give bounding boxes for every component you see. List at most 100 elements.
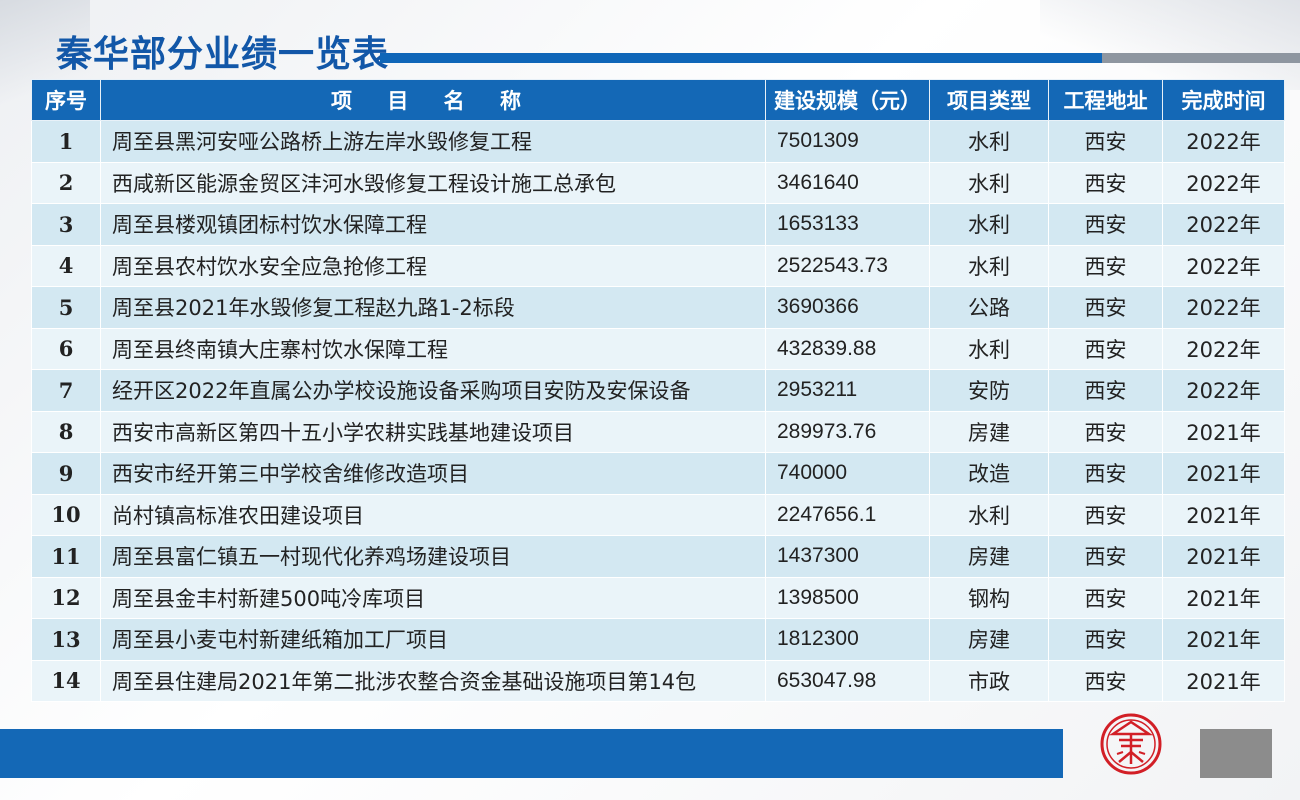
cell-name: 周至县黑河安哑公路桥上游左岸水毁修复工程 — [100, 120, 766, 163]
title-underline-gray-segment — [1102, 53, 1300, 63]
footer-gray-block — [1200, 729, 1272, 778]
cell-type: 房建 — [929, 535, 1049, 578]
header-name-label: 项 目 名 称 — [331, 89, 535, 113]
cell-location: 西安 — [1048, 120, 1163, 163]
title-underline-bar — [380, 53, 1102, 63]
cell-year: 2022年 — [1162, 286, 1285, 329]
cell-location: 西安 — [1048, 327, 1163, 370]
background-decoration-right — [1040, 0, 1300, 90]
cell-seq: 10 — [31, 493, 101, 536]
cell-seq: 12 — [31, 576, 101, 619]
table-row: 2 西咸新区能源金贸区沣河水毁修复工程设计施工总承包 3461640 水利 西安 2022… — [31, 161, 1285, 204]
cell-seq: 8 — [31, 410, 101, 453]
page-title: 秦华部分业绩一览表 — [56, 34, 390, 75]
cell-year: 2021年 — [1162, 410, 1285, 453]
cell-amount: 432839.88 — [765, 327, 930, 370]
table-row: 10 尚村镇高标准农田建设项目 2247656.1 水利 西安 2021年 — [31, 493, 1285, 536]
cell-name: 周至县楼观镇团标村饮水保障工程 — [100, 203, 766, 246]
qinhua-seal-icon — [1100, 713, 1162, 775]
cell-location: 西安 — [1048, 161, 1163, 204]
footer-blue-bar — [0, 729, 1063, 778]
cell-location: 西安 — [1048, 410, 1163, 453]
cell-year: 2021年 — [1162, 576, 1285, 619]
cell-seq: 7 — [31, 369, 101, 412]
cell-seq: 6 — [31, 327, 101, 370]
cell-name: 西安市经开第三中学校舍维修改造项目 — [100, 452, 766, 495]
header-location: 工程地址 — [1048, 79, 1163, 121]
cell-name: 周至县农村饮水安全应急抢修工程 — [100, 244, 766, 287]
cell-name: 周至县2021年水毁修复工程赵九路1-2标段 — [100, 286, 766, 329]
performance-table: 序号 项 目 名 称 建设规模（元） 项目类型 工程地址 完成时间 1 周至县黑河… — [31, 79, 1285, 702]
cell-year: 2021年 — [1162, 535, 1285, 578]
cell-year: 2021年 — [1162, 493, 1285, 536]
cell-type: 水利 — [929, 120, 1049, 163]
header-type: 项目类型 — [929, 79, 1049, 121]
cell-amount: 653047.98 — [765, 659, 930, 702]
header-name: 项 目 名 称 — [100, 79, 766, 121]
cell-seq: 1 — [31, 120, 101, 163]
cell-type: 改造 — [929, 452, 1049, 495]
cell-amount: 3690366 — [765, 286, 930, 329]
cell-type: 钢构 — [929, 576, 1049, 619]
cell-type: 水利 — [929, 161, 1049, 204]
table-row: 3 周至县楼观镇团标村饮水保障工程 1653133 水利 西安 2022年 — [31, 203, 1285, 246]
cell-location: 西安 — [1048, 452, 1163, 495]
cell-name: 西安市高新区第四十五小学农耕实践基地建设项目 — [100, 410, 766, 453]
table-row: 9 西安市经开第三中学校舍维修改造项目 740000 改造 西安 2021年 — [31, 452, 1285, 495]
cell-year: 2022年 — [1162, 203, 1285, 246]
cell-year: 2022年 — [1162, 244, 1285, 287]
cell-year: 2022年 — [1162, 369, 1285, 412]
cell-location: 西安 — [1048, 535, 1163, 578]
cell-amount: 1437300 — [765, 535, 930, 578]
cell-seq: 13 — [31, 618, 101, 661]
cell-amount: 7501309 — [765, 120, 930, 163]
table-row: 4 周至县农村饮水安全应急抢修工程 2522543.73 水利 西安 2022年 — [31, 244, 1285, 287]
cell-amount: 1653133 — [765, 203, 930, 246]
cell-location: 西安 — [1048, 369, 1163, 412]
table-row: 8 西安市高新区第四十五小学农耕实践基地建设项目 289973.76 房建 西安 2021… — [31, 410, 1285, 453]
cell-location: 西安 — [1048, 203, 1163, 246]
cell-amount: 2522543.73 — [765, 244, 930, 287]
table-row: 12 周至县金丰村新建500吨冷库项目 1398500 钢构 西安 2021年 — [31, 576, 1285, 619]
cell-name: 西咸新区能源金贸区沣河水毁修复工程设计施工总承包 — [100, 161, 766, 204]
table-row: 1 周至县黑河安哑公路桥上游左岸水毁修复工程 7501309 水利 西安 2022年 — [31, 120, 1285, 163]
cell-seq: 2 — [31, 161, 101, 204]
cell-year: 2021年 — [1162, 452, 1285, 495]
cell-seq: 11 — [31, 535, 101, 578]
cell-seq: 5 — [31, 286, 101, 329]
table-row: 13 周至县小麦屯村新建纸箱加工厂项目 1812300 房建 西安 2021年 — [31, 618, 1285, 661]
cell-location: 西安 — [1048, 576, 1163, 619]
cell-location: 西安 — [1048, 286, 1163, 329]
table-row: 5 周至县2021年水毁修复工程赵九路1-2标段 3690366 公路 西安 2022年 — [31, 286, 1285, 329]
cell-name: 周至县住建局2021年第二批涉农整合资金基础设施项目第14包 — [100, 659, 766, 702]
cell-amount: 289973.76 — [765, 410, 930, 453]
cell-location: 西安 — [1048, 493, 1163, 536]
cell-year: 2021年 — [1162, 618, 1285, 661]
cell-type: 水利 — [929, 203, 1049, 246]
cell-amount: 1812300 — [765, 618, 930, 661]
table-row: 7 经开区2022年直属公办学校设施设备采购项目安防及安保设备 2953211 安防西… — [31, 369, 1285, 412]
cell-type: 水利 — [929, 327, 1049, 370]
cell-type: 市政 — [929, 659, 1049, 702]
cell-amount: 2247656.1 — [765, 493, 930, 536]
cell-seq: 4 — [31, 244, 101, 287]
header-year: 完成时间 — [1162, 79, 1285, 121]
header-amount: 建设规模（元） — [765, 79, 930, 121]
cell-type: 安防 — [929, 369, 1049, 412]
cell-type: 水利 — [929, 244, 1049, 287]
cell-amount: 740000 — [765, 452, 930, 495]
cell-type: 房建 — [929, 618, 1049, 661]
table-header-row: 序号 项 目 名 称 建设规模（元） 项目类型 工程地址 完成时间 — [31, 79, 1285, 121]
cell-year: 2021年 — [1162, 659, 1285, 702]
cell-location: 西安 — [1048, 659, 1163, 702]
cell-name: 经开区2022年直属公办学校设施设备采购项目安防及安保设备 — [100, 369, 766, 412]
cell-seq: 14 — [31, 659, 101, 702]
cell-seq: 3 — [31, 203, 101, 246]
cell-name: 尚村镇高标准农田建设项目 — [100, 493, 766, 536]
cell-amount: 2953211 — [765, 369, 930, 412]
cell-name: 周至县终南镇大庄寨村饮水保障工程 — [100, 327, 766, 370]
cell-name: 周至县小麦屯村新建纸箱加工厂项目 — [100, 618, 766, 661]
cell-amount: 3461640 — [765, 161, 930, 204]
cell-year: 2022年 — [1162, 327, 1285, 370]
cell-location: 西安 — [1048, 618, 1163, 661]
